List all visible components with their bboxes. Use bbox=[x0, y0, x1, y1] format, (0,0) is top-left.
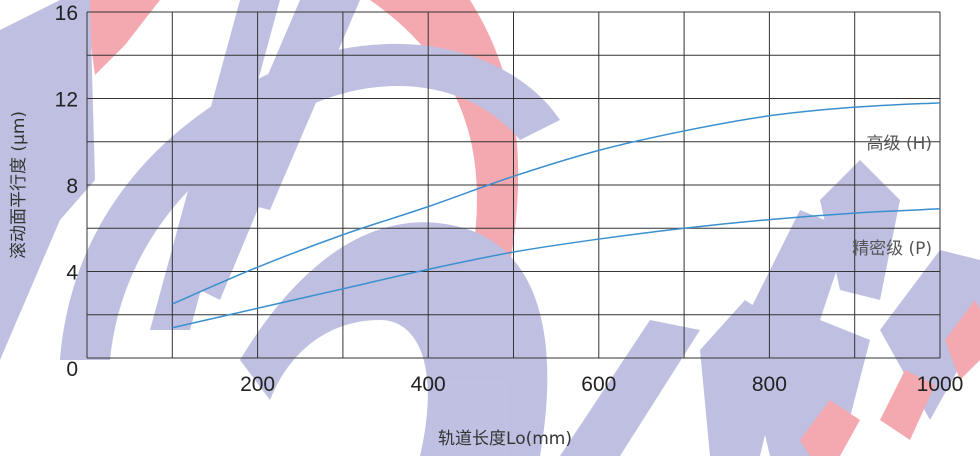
watermark-char-5 bbox=[880, 250, 980, 420]
y-tick-label: 16 bbox=[55, 2, 78, 25]
x-tick-label: 800 bbox=[752, 373, 787, 396]
series-line bbox=[172, 208, 941, 329]
watermark-char-4 bbox=[820, 160, 900, 300]
y-tick-label: 12 bbox=[55, 89, 78, 112]
x-tick-label: 600 bbox=[581, 373, 616, 396]
watermark-char-1 bbox=[560, 320, 700, 456]
y-tick-label: 8 bbox=[66, 175, 78, 198]
series-label: 高级 (H) bbox=[867, 134, 932, 154]
x-tick-label: 200 bbox=[240, 373, 275, 396]
watermark-blue-stripe-1 bbox=[0, 0, 95, 360]
chart-lines bbox=[172, 102, 941, 329]
series-line bbox=[172, 102, 941, 305]
watermark-blue-body bbox=[240, 222, 548, 456]
x-tick-label: 1000 bbox=[917, 373, 964, 396]
series-labels: 高级 (H) 精密级 (P) bbox=[852, 134, 932, 259]
y-tick-label: 4 bbox=[66, 262, 78, 285]
y-axis-title: 滚动面平行度 (μm) bbox=[9, 111, 29, 259]
tick-labels: 200 400 600 800 1000 0 4 8 12 16 bbox=[55, 2, 964, 396]
watermark-red-letter-2 bbox=[880, 370, 935, 440]
watermark-red-arc bbox=[85, 0, 160, 75]
watermark-blue-circle bbox=[60, 43, 560, 360]
watermark-red-letter-1 bbox=[800, 400, 860, 456]
y-tick-label: 0 bbox=[66, 358, 78, 381]
x-tick-label: 400 bbox=[411, 373, 446, 396]
series-label: 精密级 (P) bbox=[852, 239, 932, 259]
watermark-red-letter-3 bbox=[945, 300, 980, 380]
x-axis-title: 轨道长度Lo(mm) bbox=[438, 429, 572, 449]
